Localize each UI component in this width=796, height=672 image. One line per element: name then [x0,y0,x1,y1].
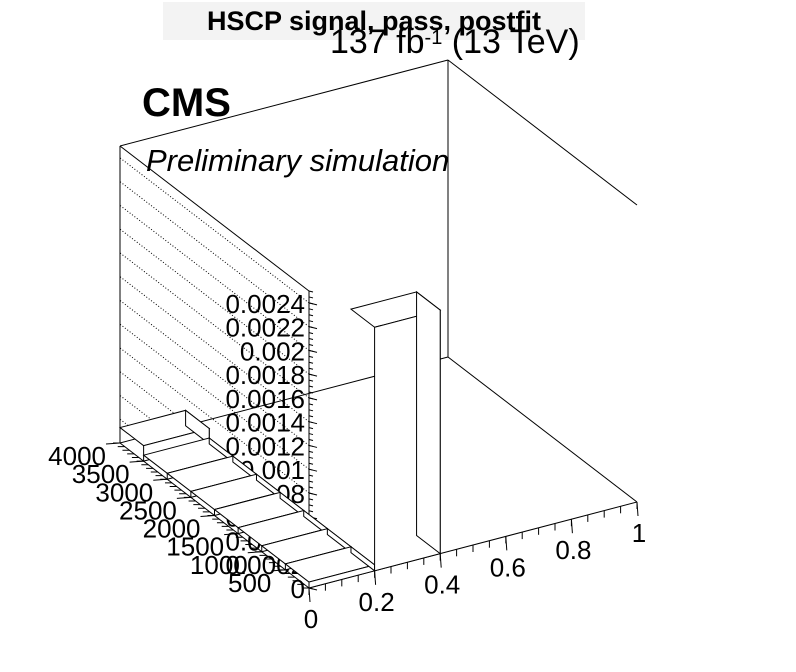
bar-side [416,290,441,555]
z-minor-tick [308,355,314,358]
z-minor-tick [308,361,314,364]
z-minor-tick [308,338,314,341]
x-tick-label: 0.2 [359,587,395,617]
z-minor-tick [308,456,314,459]
z-grid-line [119,181,310,328]
z-tick-label: 0 [291,574,305,604]
frame-right-bottom [447,356,638,503]
z-tick-label: 0.0016 [225,384,305,414]
frame-top-left [119,145,310,292]
lumi-energy: (13 TeV) [451,23,580,61]
y-tick-label: 1000 [190,550,248,580]
z-minor-tick [308,468,314,471]
z-minor-tick [308,302,314,305]
z-tick-label: 0.0014 [225,408,305,438]
x-tick-label: 1 [632,518,646,548]
z-grid-line [119,276,310,423]
lumi-sup: -1 [424,27,443,49]
z-minor-tick [308,373,314,376]
y-tick-label: 500 [228,568,271,598]
frame-top-right [447,59,638,206]
preliminary-label: Preliminary simulation [146,143,450,178]
z-minor-tick [308,504,314,507]
title-box [163,2,585,40]
z-minor-tick [308,332,314,335]
z-minor-tick [308,326,314,329]
cms-label: CMS [142,81,231,125]
z-tick-label: 0.0018 [225,360,305,390]
z-minor-tick [308,450,314,453]
z-minor-tick [308,385,314,388]
z-minor-tick [308,427,314,430]
z-minor-tick [308,421,314,424]
z-minor-tick [308,498,314,501]
z-tick-label: 0.0022 [225,313,305,343]
z-minor-tick [308,415,314,418]
y-tick-label: 3000 [95,477,153,507]
z-minor-tick [308,439,314,441]
z-minor-tick [308,367,314,370]
z-minor-tick [308,492,314,495]
z-minor-tick [308,397,314,400]
z-minor-tick [308,409,314,412]
z-minor-tick [308,462,314,465]
lumi-label: 137 fb-1 (13 TeV) [330,22,580,62]
z-minor-tick [308,290,314,293]
z-minor-tick [308,391,314,394]
chart-title: HSCP signal, pass, postfit [206,6,542,36]
z-minor-tick [308,320,314,323]
y-tick-label: 2000 [143,514,201,544]
z-minor-tick [308,403,314,406]
z-minor-tick [308,486,314,489]
z-minor-tick [308,480,314,483]
z-minor-tick [308,433,314,436]
z-grid-line [119,228,310,375]
z-grid-line [119,205,310,351]
y-tick-label: 4000 [48,441,106,471]
z-grid-line [119,323,310,470]
z-minor-tick [308,444,314,447]
z-tick-label: 0.0012 [225,431,305,461]
y-tick-label: 3500 [72,459,130,489]
z-grid-line [119,347,310,494]
z-minor-tick [308,510,314,513]
z-minor-tick [308,314,314,317]
z-minor-tick [308,343,314,346]
x-tick-label: 0.8 [555,535,591,565]
lumi-value: 137 fb [330,23,425,61]
y-tick-label: 2500 [119,495,177,525]
z-minor-tick [308,474,314,477]
z-minor-tick [308,379,314,382]
z-minor-tick [308,308,314,311]
bar-side [185,409,210,445]
z-grid-line [119,300,310,446]
z-grid-line [119,252,310,399]
x-tick-label: 0 [304,604,318,634]
frame-top-back [119,59,449,147]
x-tick-label: 0.4 [424,570,460,600]
z-tick-label: 0.002 [240,336,305,366]
z-minor-tick [308,296,314,299]
z-grid-line [119,157,310,304]
x-tick-label: 0.6 [490,552,526,582]
y-tick-label: 1500 [166,532,224,562]
z-tick-label: 0.0024 [225,289,305,319]
z-minor-tick [308,349,314,352]
